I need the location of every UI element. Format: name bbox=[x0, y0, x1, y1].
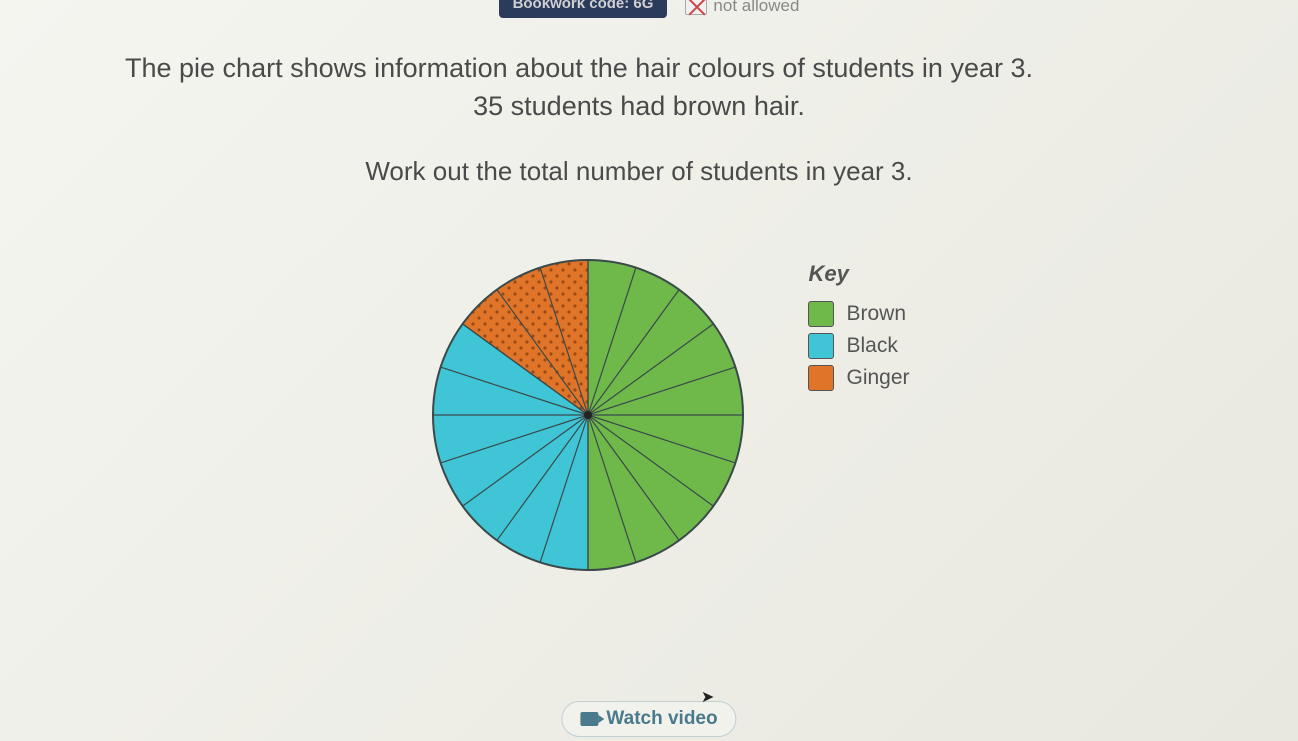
pie-chart bbox=[428, 255, 748, 575]
legend-swatch bbox=[808, 365, 834, 391]
question-line-2: 35 students had brown hair. bbox=[0, 91, 1278, 122]
bookwork-code-badge: Bookwork code: 6G bbox=[499, 0, 668, 18]
top-bar: Bookwork code: 6G not allowed bbox=[0, 0, 1298, 20]
legend-item: Ginger bbox=[808, 365, 909, 391]
legend-label: Black bbox=[846, 334, 897, 358]
legend-title: Key bbox=[808, 261, 909, 287]
legend-label: Ginger bbox=[846, 366, 909, 390]
question-instruction: Work out the total number of students in… bbox=[0, 156, 1278, 187]
question-area: The pie chart shows information about th… bbox=[0, 20, 1298, 187]
chart-area: Key Brown Black Ginger bbox=[0, 255, 1298, 575]
legend-swatch bbox=[808, 301, 834, 327]
calculator-not-allowed: not allowed bbox=[685, 0, 799, 16]
pie-chart-svg bbox=[428, 255, 748, 575]
legend: Key Brown Black Ginger bbox=[808, 255, 909, 397]
legend-swatch bbox=[808, 333, 834, 359]
not-allowed-label: not allowed bbox=[713, 0, 799, 16]
legend-item: Black bbox=[808, 333, 909, 359]
question-line-1: The pie chart shows information about th… bbox=[0, 48, 1278, 89]
legend-item: Brown bbox=[808, 301, 909, 327]
calculator-cross-icon bbox=[685, 0, 707, 15]
watch-video-label: Watch video bbox=[606, 708, 717, 730]
legend-label: Brown bbox=[846, 302, 906, 326]
cursor-icon: ➤ bbox=[701, 687, 714, 707]
video-icon bbox=[580, 712, 598, 726]
